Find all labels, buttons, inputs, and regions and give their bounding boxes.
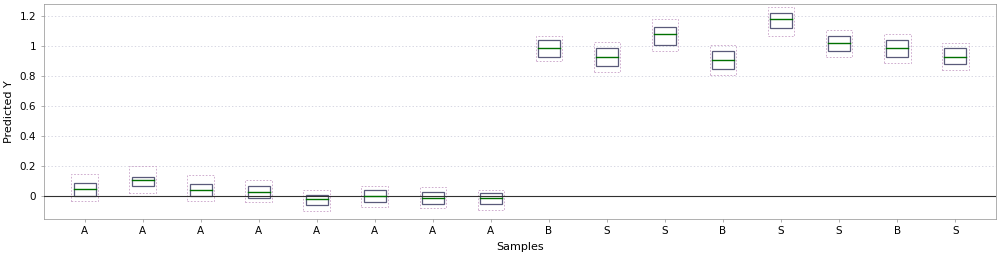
Bar bbox=[768, 7, 794, 36]
Bar bbox=[770, 13, 792, 28]
Bar bbox=[480, 193, 502, 204]
Bar bbox=[594, 42, 620, 72]
Bar bbox=[538, 40, 560, 57]
Bar bbox=[652, 19, 678, 51]
Bar bbox=[364, 190, 386, 202]
Bar bbox=[478, 190, 504, 210]
Bar bbox=[303, 190, 330, 211]
Bar bbox=[828, 36, 850, 51]
Bar bbox=[944, 48, 966, 64]
Bar bbox=[187, 175, 214, 201]
Bar bbox=[536, 36, 562, 61]
Bar bbox=[132, 177, 154, 186]
Bar bbox=[712, 51, 734, 69]
Bar bbox=[361, 186, 388, 207]
Bar bbox=[826, 30, 852, 57]
X-axis label: Samples: Samples bbox=[496, 242, 544, 252]
Bar bbox=[886, 40, 908, 57]
Bar bbox=[190, 184, 212, 196]
Bar bbox=[129, 166, 156, 193]
Bar bbox=[884, 34, 911, 63]
Bar bbox=[596, 48, 618, 66]
Y-axis label: Predicted Y: Predicted Y bbox=[4, 80, 14, 143]
Bar bbox=[71, 174, 98, 201]
Bar bbox=[306, 195, 328, 205]
Bar bbox=[942, 43, 969, 70]
Bar bbox=[420, 187, 446, 208]
Bar bbox=[422, 192, 444, 204]
Bar bbox=[710, 45, 736, 75]
Bar bbox=[654, 27, 676, 45]
Bar bbox=[74, 183, 96, 196]
Bar bbox=[245, 180, 272, 202]
Bar bbox=[248, 186, 270, 198]
